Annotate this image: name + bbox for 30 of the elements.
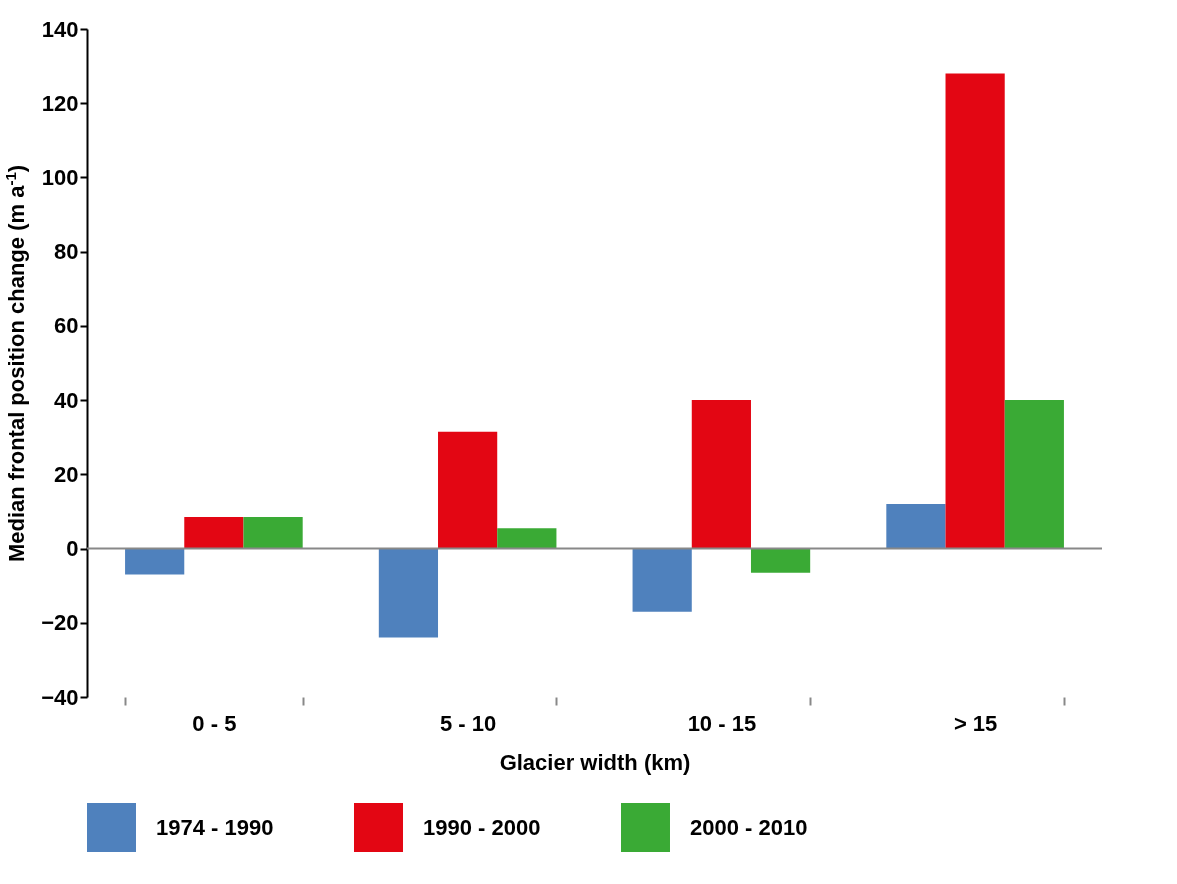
y-tick-label: 40 [54, 387, 79, 413]
bar [750, 548, 811, 573]
legend-label: 1990 - 2000 [423, 814, 541, 840]
bar [184, 517, 244, 549]
y-tick-label: 60 [54, 313, 79, 339]
bar [497, 528, 557, 549]
bar [438, 431, 498, 549]
bar [378, 548, 439, 638]
y-tick-label: 80 [54, 239, 79, 265]
bar [945, 73, 1005, 549]
x-tick-label: 0 - 5 [192, 710, 237, 736]
y-tick-label: −40 [41, 684, 79, 710]
x-axis-title: Glacier width (km) [499, 749, 691, 775]
y-tick-label: 120 [41, 90, 79, 116]
legend-label: 2000 - 2010 [690, 814, 808, 840]
y-tick-label: 100 [41, 164, 79, 190]
x-tick-label: > 15 [953, 710, 998, 736]
bar [1004, 400, 1064, 549]
x-tick-label: 5 - 10 [439, 710, 497, 736]
bar [691, 400, 751, 549]
y-tick-label: 140 [41, 16, 79, 42]
y-tick-label: 20 [54, 461, 79, 487]
x-tick-label: 10 - 15 [687, 710, 757, 736]
bar [125, 548, 185, 575]
bar [243, 517, 303, 549]
bar [632, 548, 692, 612]
bar [886, 504, 946, 549]
y-tick-label: −20 [41, 610, 79, 636]
y-tick-label: 0 [66, 536, 79, 562]
legend-label: 1974 - 1990 [156, 814, 274, 840]
